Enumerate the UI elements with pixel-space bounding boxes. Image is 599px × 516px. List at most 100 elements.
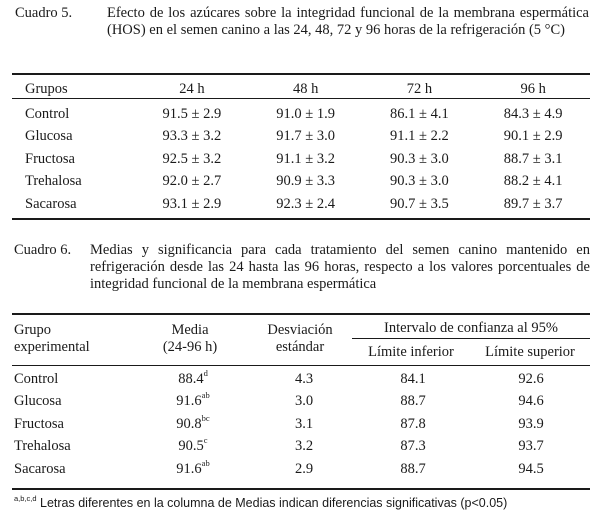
table6-upper: 94.6 xyxy=(518,393,544,410)
table6-mean-sup: c xyxy=(203,435,208,446)
table-row: Trehalosa 92.0 ± 2.7 90.9 ± 3.3 90.3 ± 3… xyxy=(12,171,590,194)
table6-mean: 88.4 xyxy=(178,370,204,387)
table5-group: Trehalosa xyxy=(25,173,82,190)
table6-lower: 87.3 xyxy=(400,438,426,455)
table6-ci-rule xyxy=(352,338,590,339)
table6-header-lower: Límite inferior xyxy=(368,344,454,360)
table6-mean-cell: 91.6ab xyxy=(132,391,254,414)
table6-mean: 90.8 xyxy=(176,415,202,432)
table6: Control 88.4d 4.3 84.1 92.6 Glucosa 91.6… xyxy=(12,368,590,481)
table5-cell: 90.1 ± 2.9 xyxy=(503,128,563,145)
table6-caption-label: Cuadro 6. xyxy=(14,242,72,258)
table5-cell: 93.3 ± 3.2 xyxy=(162,128,222,145)
table5-group: Fructosa xyxy=(25,150,75,167)
table5-caption-label: Cuadro 5. xyxy=(15,5,73,21)
table5-header-96h: 96 h xyxy=(520,80,546,97)
table-row: Trehalosa 90.5c 3.2 87.3 93.7 xyxy=(12,436,590,459)
table6-header-upper: Límite superior xyxy=(485,344,575,360)
table6-caption-text: Medias y significancia para cada tratami… xyxy=(90,242,590,292)
table6-upper: 92.6 xyxy=(518,370,544,387)
table6-header-rule xyxy=(12,365,590,366)
table6-header-mean-line2: (24-96 h) xyxy=(162,339,218,355)
table5-header-72h: 72 h xyxy=(406,80,433,97)
table5-cell: 93.1 ± 2.9 xyxy=(162,195,222,212)
table5-cell: 90.3 ± 3.0 xyxy=(390,173,449,190)
table5-cell: 90.9 ± 3.3 xyxy=(276,173,335,190)
table5-header-rule xyxy=(12,98,590,99)
table6-group: Sacarosa xyxy=(14,460,66,477)
table6-group: Trehalosa xyxy=(14,438,71,455)
table6-mean-sup: bc xyxy=(201,412,210,423)
table-row: Glucosa 91.6ab 3.0 88.7 94.6 xyxy=(12,391,590,414)
table6-header-sd: Desviación estándar xyxy=(250,322,350,356)
table6-header-group-line1: Grupo xyxy=(14,322,52,338)
table6-mean-cell: 90.8bc xyxy=(132,413,254,436)
table6-lower: 88.7 xyxy=(400,460,426,477)
table5-bottom-rule xyxy=(12,218,590,220)
table-row: Fructosa 92.5 ± 3.2 91.1 ± 3.2 90.3 ± 3.… xyxy=(12,148,590,171)
table5-cell: 90.7 ± 3.5 xyxy=(390,195,449,212)
table6-caption: Cuadro 6. Medias y significancia para ca… xyxy=(14,242,590,297)
table6-mean: 90.5 xyxy=(178,438,204,455)
table6-lower: 88.7 xyxy=(400,393,426,410)
table6-lower: 87.8 xyxy=(400,415,426,432)
table6-sd: 3.2 xyxy=(294,438,314,455)
table-row: Control 91.5 ± 2.9 91.0 ± 1.9 86.1 ± 4.1… xyxy=(12,103,590,126)
table6-mean-sup: ab xyxy=(201,390,210,401)
table6-upper: 93.9 xyxy=(518,415,544,432)
table6-header-mean: Media (24-96 h) xyxy=(130,322,250,356)
table5-cell: 86.1 ± 4.1 xyxy=(390,105,449,122)
table5-header-24h: 24 h xyxy=(179,80,205,97)
table5-top-rule xyxy=(12,73,590,75)
table5-cell: 84.3 ± 4.9 xyxy=(503,105,563,122)
table-row: Fructosa 90.8bc 3.1 87.8 93.9 xyxy=(12,413,590,436)
table5-group: Control xyxy=(25,105,70,122)
table6-header-group: Grupo experimental xyxy=(14,322,90,356)
table6-sd: 3.0 xyxy=(294,393,314,410)
table5-cell: 91.0 ± 1.9 xyxy=(276,105,335,122)
table5-caption-text: Efecto de los azúcares sobre la integrid… xyxy=(107,5,589,38)
table5-cell: 90.3 ± 3.0 xyxy=(390,150,449,167)
table6-mean: 91.6 xyxy=(176,460,202,477)
table6-bottom-rule xyxy=(12,488,590,490)
table6-sd: 3.1 xyxy=(294,415,314,432)
table5-header-row: Grupos 24 h 48 h 72 h 96 h xyxy=(12,79,590,99)
table5-cell: 88.2 ± 4.1 xyxy=(503,173,563,190)
table6-header-group-line2: experimental xyxy=(14,339,90,355)
table6-upper: 94.5 xyxy=(518,460,544,477)
table6-mean-sup: d xyxy=(203,367,208,378)
table5: Grupos 24 h 48 h 72 h 96 h Control 91.5 … xyxy=(12,79,590,216)
table5-cell: 91.7 ± 3.0 xyxy=(276,128,335,145)
table6-upper: 93.7 xyxy=(518,438,544,455)
table5-cell: 92.5 ± 3.2 xyxy=(162,150,222,167)
table5-cell: 91.5 ± 2.9 xyxy=(162,105,222,122)
table5-cell: 91.1 ± 2.2 xyxy=(390,128,449,145)
table6-sd: 4.3 xyxy=(294,370,314,387)
table6-mean-cell: 90.5c xyxy=(132,436,254,459)
table6-lower: 84.1 xyxy=(400,370,426,387)
table6-header-ci: Intervalo de confianza al 95% xyxy=(384,320,558,336)
table5-caption: Cuadro 5. Efecto de los azúcares sobre l… xyxy=(15,5,590,60)
footnote: a,b,c,d Letras diferentes en la columna … xyxy=(14,495,508,510)
table6-sd: 2.9 xyxy=(294,460,314,477)
table5-group: Sacarosa xyxy=(25,195,77,212)
table6-mean-cell: 91.6ab xyxy=(132,458,254,481)
table5-group: Glucosa xyxy=(25,128,73,145)
table5-cell: 88.7 ± 3.1 xyxy=(503,150,563,167)
table6-mean: 91.6 xyxy=(176,393,202,410)
table5-header-48h: 48 h xyxy=(292,80,319,97)
footnote-text: Letras diferentes en la columna de Media… xyxy=(40,496,508,510)
table-row: Glucosa 93.3 ± 3.2 91.7 ± 3.0 91.1 ± 2.2… xyxy=(12,126,590,149)
table6-top-rule xyxy=(12,313,590,315)
table6-mean-sup: ab xyxy=(201,457,210,468)
table-row: Sacarosa 91.6ab 2.9 88.7 94.5 xyxy=(12,458,590,481)
table6-group: Control xyxy=(14,370,59,387)
table5-cell: 92.3 ± 2.4 xyxy=(276,195,335,212)
table6-mean-cell: 88.4d xyxy=(132,368,254,391)
table5-cell: 92.0 ± 2.7 xyxy=(162,173,222,190)
table6-header-sd-line1: Desviación xyxy=(267,322,333,338)
table6-header-sd-line2: estándar xyxy=(275,339,325,355)
table6-group: Glucosa xyxy=(14,393,62,410)
table-row: Control 88.4d 4.3 84.1 92.6 xyxy=(12,368,590,391)
